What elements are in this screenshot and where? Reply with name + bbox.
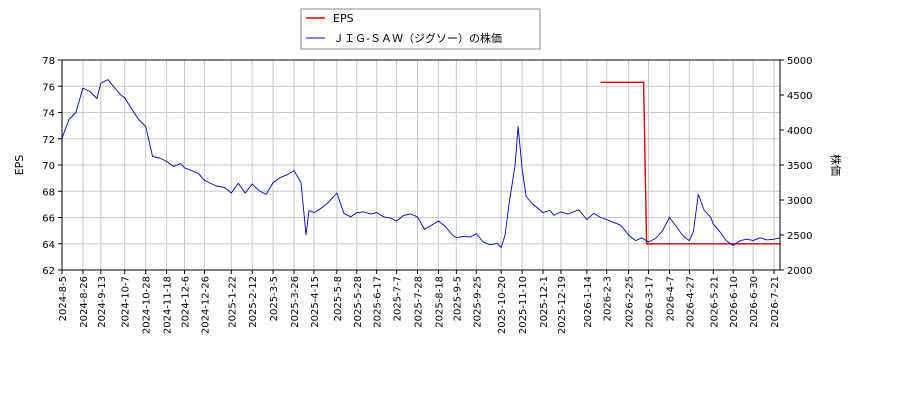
x-tick-label: 2025-9-25 [472, 276, 483, 328]
x-tick-label: 2025-7-7 [393, 276, 404, 321]
x-tick-label: 2026-2-3 [603, 276, 614, 321]
x-tick-label: 2025-7-28 [414, 276, 425, 328]
stock-price-line [61, 79, 781, 249]
x-tick-label: 2024-8-26 [79, 276, 90, 328]
x-tick-label: 2025-1-22 [227, 276, 238, 328]
x-tick-label: 2025-12-19 [557, 276, 568, 334]
x-tick-label: 2025-5-8 [333, 276, 344, 321]
x-tick-label: 2025-2-12 [248, 276, 259, 328]
x-axis: 2024-8-5 2024-8-26 2024-9-13 2024-10-7 2024-… [58, 270, 781, 334]
x-tick-label: 2026-1-14 [583, 276, 594, 328]
x-tick-label: 2024-10-28 [142, 276, 153, 334]
x-tick-label: 2024-11-18 [163, 276, 174, 334]
left-tick-label: 72 [42, 135, 55, 146]
right-tick-label: 2500 [787, 231, 812, 242]
x-tick-label: 2025-10-20 [497, 276, 508, 334]
x-tick-label: 2026-3-17 [645, 276, 656, 328]
right-axis-title: 株価 [829, 154, 843, 176]
right-axis: 2000 2500 3000 3500 4000 4500 5000 [780, 56, 812, 277]
x-tick-label: 2024-12-6 [180, 276, 191, 328]
x-tick-label: 2024-8-5 [58, 276, 69, 321]
x-tick-label: 2024-9-13 [97, 276, 108, 328]
x-tick-label: 2026-4-7 [665, 276, 676, 321]
x-tick-label: 2025-5-28 [353, 276, 364, 328]
x-tick-label: 2025-11-10 [518, 276, 529, 334]
x-tick-label: 2025-4-15 [310, 276, 321, 328]
right-tick-label: 2000 [787, 266, 812, 277]
right-tick-label: 4000 [787, 126, 812, 137]
x-tick-label: 2026-5-21 [709, 276, 720, 328]
x-tick-label: 2026-4-27 [685, 276, 696, 328]
x-tick-label: 2026-6-10 [729, 276, 740, 328]
price-series [61, 79, 781, 249]
x-tick-label: 2025-8-18 [434, 276, 445, 328]
legend-price-label: ＪＩＧ-ＳＡＷ（ジグソー）の株価 [333, 31, 502, 45]
left-tick-label: 70 [42, 161, 55, 172]
x-tick-label: 2025-9-5 [452, 276, 463, 321]
x-tick-label: 2024-12-26 [200, 276, 211, 334]
left-tick-label: 64 [42, 240, 55, 251]
left-tick-label: 76 [42, 82, 55, 93]
legend: EPS ＪＩＧ-ＳＡＷ（ジグソー）の株価 [300, 8, 541, 50]
left-tick-label: 62 [42, 266, 55, 277]
right-tick-label: 3000 [787, 196, 812, 207]
right-tick-label: 4500 [787, 91, 812, 102]
x-tick-label: 2025-12-1 [539, 276, 550, 328]
x-tick-label: 2024-10-7 [121, 276, 132, 328]
left-axis: 62 64 66 68 70 72 74 76 78 [42, 56, 62, 277]
left-tick-label: 74 [42, 109, 55, 120]
left-axis-title: EPS [13, 155, 26, 176]
x-tick-label: 2025-3-26 [290, 276, 301, 328]
left-tick-label: 68 [42, 187, 55, 198]
eps-series [600, 81, 780, 245]
x-tick-label: 2026-6-30 [749, 276, 760, 328]
left-tick-label: 66 [42, 214, 55, 225]
legend-box [300, 8, 541, 50]
x-tick-label: 2026-7-21 [770, 276, 781, 328]
x-tick-label: 2025-6-17 [373, 276, 384, 328]
right-tick-label: 3500 [787, 161, 812, 172]
legend-eps-label: EPS [333, 12, 354, 25]
x-tick-label: 2026-2-25 [625, 276, 636, 328]
right-tick-label: 5000 [787, 56, 812, 67]
left-tick-label: 78 [42, 56, 55, 67]
eps-line [600, 81, 780, 245]
x-tick-label: 2025-3-5 [269, 276, 280, 321]
